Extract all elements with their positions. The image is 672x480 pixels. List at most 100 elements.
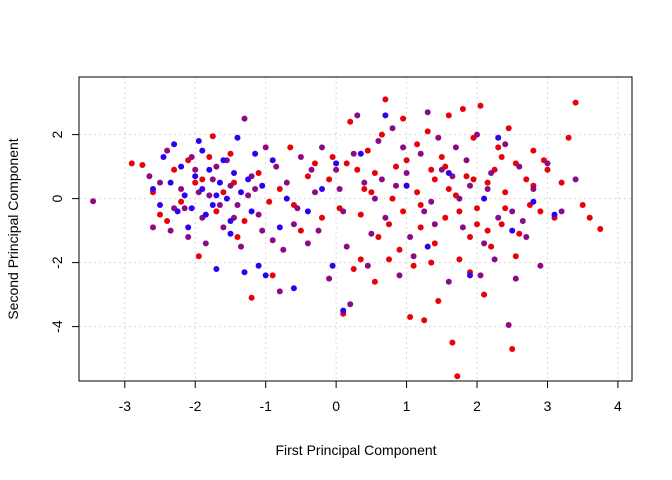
data-point: [506, 125, 512, 131]
data-point: [284, 180, 290, 186]
data-point: [587, 215, 593, 221]
data-point: [365, 263, 371, 269]
data-point: [273, 164, 279, 170]
data-point: [245, 192, 251, 198]
data-point: [464, 157, 470, 163]
data-point: [382, 112, 388, 118]
data-point: [157, 202, 163, 208]
data-point: [485, 180, 491, 186]
data-point: [171, 167, 177, 173]
data-point: [432, 221, 438, 227]
data-point: [351, 151, 357, 157]
data-point: [375, 234, 381, 240]
data-point: [252, 186, 258, 192]
plot-frame: [79, 77, 632, 381]
data-point: [270, 237, 276, 243]
data-point: [146, 173, 152, 179]
data-point: [418, 151, 424, 157]
data-point: [203, 212, 209, 218]
data-point: [298, 154, 304, 160]
data-point: [358, 151, 364, 157]
data-point: [421, 317, 427, 323]
data-point: [566, 135, 572, 141]
data-point: [252, 151, 258, 157]
data-point: [446, 186, 452, 192]
data-point: [435, 135, 441, 141]
data-point: [545, 160, 551, 166]
data-point: [242, 116, 248, 122]
data-point: [210, 133, 216, 139]
data-point: [199, 176, 205, 182]
data-point: [319, 186, 325, 192]
data-point: [235, 135, 241, 141]
x-axis: -3 -2 -1 0 1 2 3 4: [119, 381, 622, 414]
data-point: [375, 138, 381, 144]
data-point: [337, 186, 343, 192]
data-point: [467, 272, 473, 278]
data-point: [382, 96, 388, 102]
data-point: [397, 272, 403, 278]
data-point: [319, 144, 325, 150]
data-point: [256, 170, 262, 176]
data-point: [506, 322, 512, 328]
data-point: [347, 301, 353, 307]
data-point: [213, 208, 219, 214]
x-tick-label: -2: [189, 398, 202, 414]
data-point: [139, 162, 145, 168]
data-point: [206, 154, 212, 160]
data-point: [400, 116, 406, 122]
data-point: [213, 192, 219, 198]
data-point: [530, 199, 536, 205]
data-point: [312, 189, 318, 195]
data-point: [263, 272, 269, 278]
data-point: [523, 234, 529, 240]
data-point: [393, 164, 399, 170]
data-point: [495, 135, 501, 141]
data-point: [368, 231, 374, 237]
data-point: [446, 112, 452, 118]
data-point: [242, 269, 248, 275]
data-point: [249, 208, 255, 214]
data-point: [530, 186, 536, 192]
data-point: [509, 208, 515, 214]
data-point: [537, 263, 543, 269]
data-point: [206, 167, 212, 173]
data-point: [266, 199, 272, 205]
x-tick-label: -3: [119, 398, 132, 414]
data-point: [428, 167, 434, 173]
data-point: [397, 247, 403, 253]
data-point: [537, 208, 543, 214]
data-point: [224, 196, 230, 202]
data-point: [354, 167, 360, 173]
data-point: [488, 244, 494, 250]
data-point: [196, 138, 202, 144]
data-point: [220, 224, 226, 230]
data-point: [340, 208, 346, 214]
data-point: [460, 224, 466, 230]
data-point: [485, 228, 491, 234]
data-point: [499, 221, 505, 227]
data-point: [382, 215, 388, 221]
data-point: [150, 186, 156, 192]
data-point: [168, 228, 174, 234]
data-point: [425, 109, 431, 115]
data-point: [189, 154, 195, 160]
data-point: [164, 148, 170, 154]
data-point: [182, 192, 188, 198]
data-point: [478, 272, 484, 278]
data-point: [464, 173, 470, 179]
data-point: [545, 167, 551, 173]
data-point: [559, 180, 565, 186]
data-point: [552, 212, 558, 218]
data-point: [178, 199, 184, 205]
grid-lines: [79, 77, 632, 381]
data-point: [192, 180, 198, 186]
data-point: [291, 285, 297, 291]
data-point: [386, 256, 392, 262]
data-point: [407, 314, 413, 320]
data-point: [478, 103, 484, 109]
x-tick-label: 2: [473, 398, 481, 414]
data-point: [199, 148, 205, 154]
data-point: [305, 173, 311, 179]
data-point: [284, 196, 290, 202]
